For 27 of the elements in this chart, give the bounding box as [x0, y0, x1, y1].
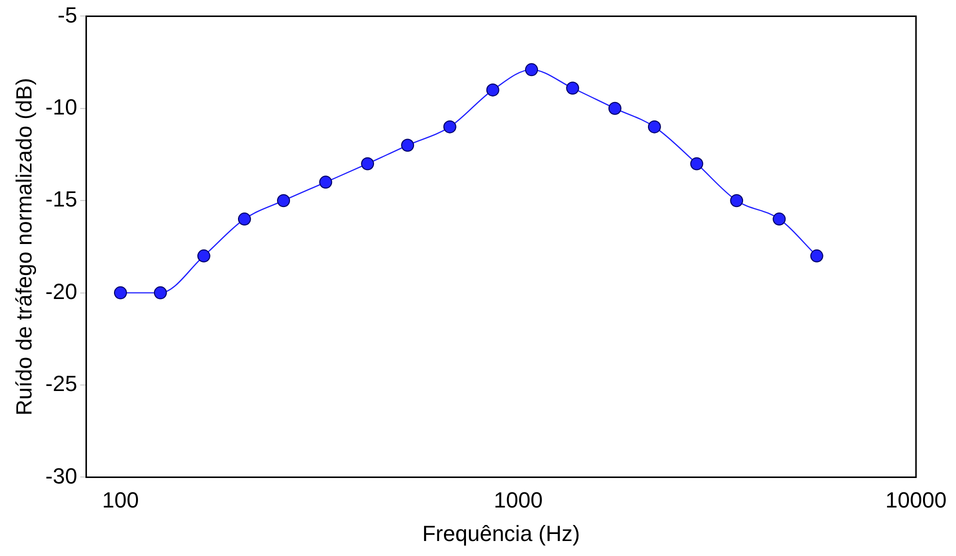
point: [648, 120, 661, 134]
y-tick-label: -15: [45, 186, 78, 212]
point: [277, 194, 290, 208]
x-axis-title: Frequência (Hz): [422, 520, 580, 546]
x-tick-label: 10000: [885, 487, 947, 512]
point: [730, 194, 744, 208]
point: [401, 138, 414, 152]
point: [154, 286, 167, 300]
point: [525, 63, 538, 76]
y-tick-label: -10: [45, 94, 78, 120]
y-tick-label: -5: [58, 2, 78, 28]
point: [690, 157, 704, 170]
point: [443, 120, 456, 134]
x-tick-label: 100: [102, 487, 139, 512]
point: [197, 249, 210, 262]
y-tick-label: -20: [45, 278, 78, 304]
y-axis-title: Ruído de tráfego normalizado (dB): [11, 78, 36, 416]
y-tick-label: -30: [45, 463, 78, 488]
point: [319, 176, 332, 189]
point: [772, 212, 786, 226]
point: [114, 286, 127, 300]
y-tick-label: -25: [45, 371, 78, 396]
point: [238, 212, 251, 226]
point: [361, 157, 374, 170]
point: [566, 82, 580, 95]
x-tick-label: 1000: [494, 487, 543, 512]
point: [608, 102, 622, 115]
